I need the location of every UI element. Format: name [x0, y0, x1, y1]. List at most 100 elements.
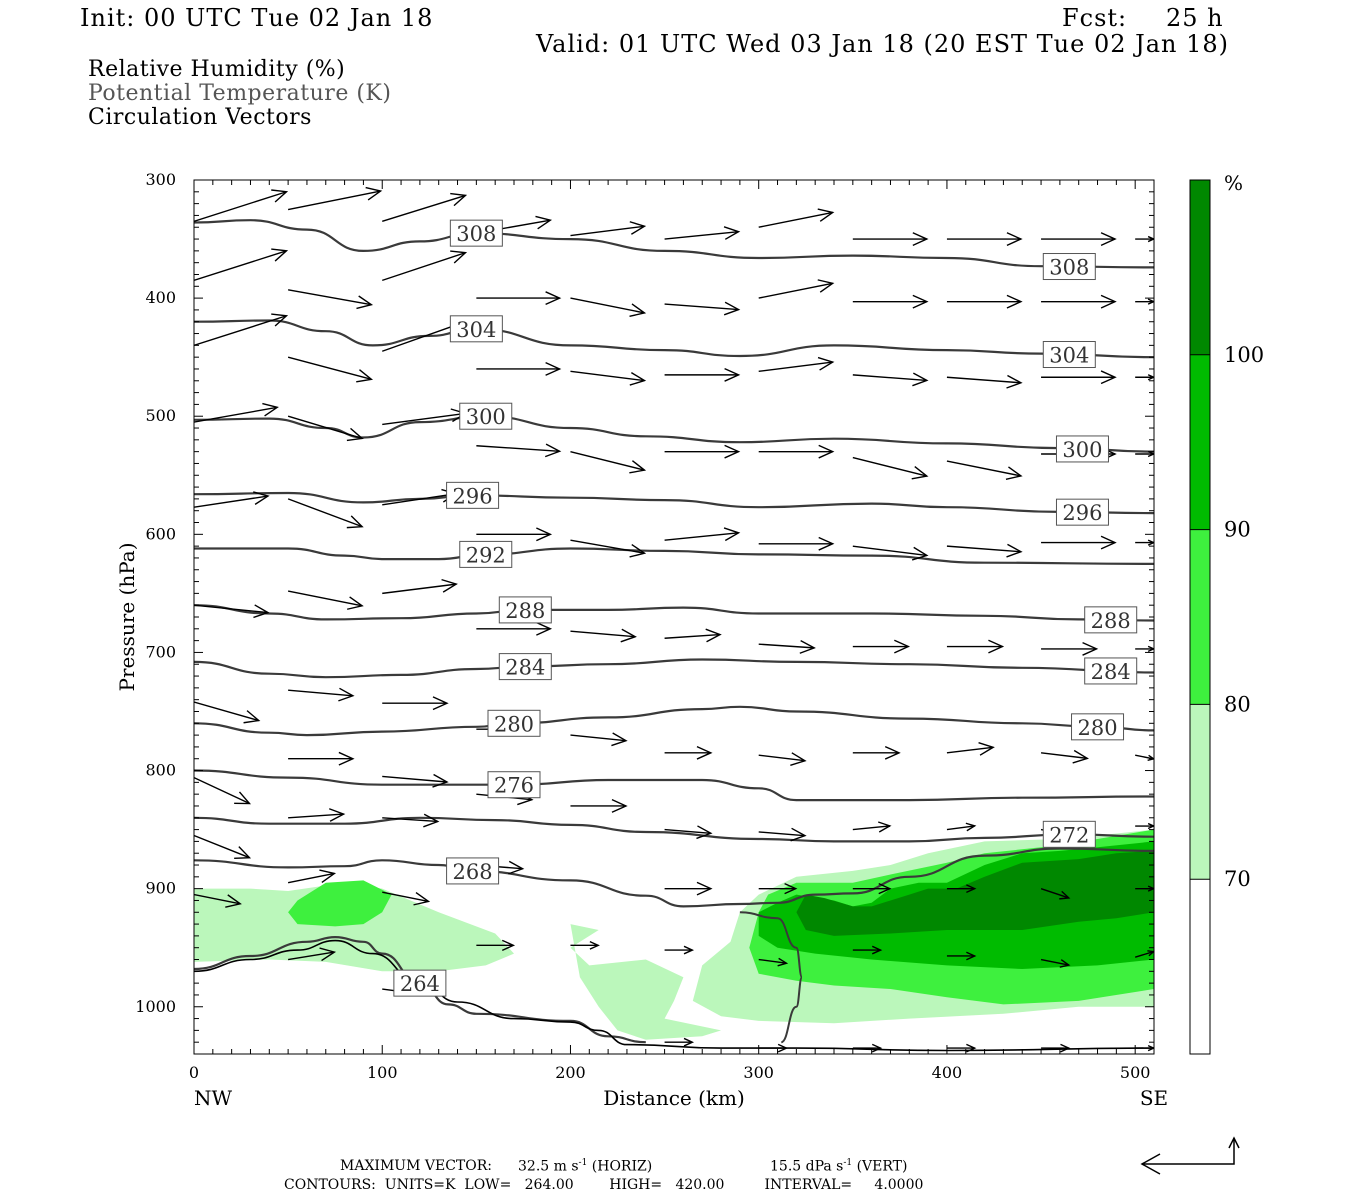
- vector-head: [319, 869, 337, 883]
- vector-head: [878, 821, 892, 833]
- circulation-vector: [194, 834, 252, 860]
- vector-head: [271, 313, 289, 327]
- contour-label-box: [487, 709, 541, 737]
- circulation-vector: [946, 951, 977, 961]
- contour-label-284: 284: [1084, 657, 1138, 685]
- circulation-vector: [664, 1037, 695, 1047]
- vector-shaft: [382, 817, 438, 823]
- vector-shaft: [1134, 950, 1154, 958]
- contour-label-280: 280: [487, 709, 541, 737]
- horiz-tag: (HORIZ): [591, 1158, 653, 1175]
- colorbar-frame: [1189, 179, 1211, 1055]
- vector-head: [413, 891, 431, 906]
- max-vector-horiz-exponent: -1: [578, 1158, 588, 1168]
- vector-shaft: [382, 891, 429, 903]
- y-tick-label: 700: [145, 642, 176, 661]
- contour-label-300: 300: [1055, 435, 1109, 463]
- contour-label-268: 268: [446, 857, 500, 885]
- vector-head: [871, 1043, 883, 1053]
- vector-shaft: [570, 370, 645, 382]
- vector-head: [1100, 294, 1117, 309]
- vector-shaft: [382, 583, 457, 595]
- circulation-vector: [288, 808, 346, 822]
- vector-shaft: [946, 545, 1021, 553]
- vector-shaft: [758, 211, 833, 228]
- circulation-vectors: [194, 186, 1154, 1053]
- theta-field-label: Potential Temperature (K): [88, 81, 392, 106]
- vector-shaft: [852, 374, 927, 382]
- circulation-vector: [382, 578, 458, 595]
- terrain-lines: [194, 911, 1154, 1052]
- circulation-vector: [570, 940, 600, 950]
- vector-shaft: [194, 406, 278, 423]
- vector-head: [423, 813, 440, 828]
- y-tick-label: 1000: [135, 997, 176, 1016]
- colorbar-level-label: 70: [1224, 867, 1251, 891]
- circulation-vector: [852, 821, 892, 833]
- vector-shaft: [946, 746, 994, 754]
- contour-label-box: [1084, 657, 1138, 685]
- vector-head: [319, 947, 337, 962]
- vector-shaft: [664, 532, 739, 541]
- forecast-hours: 25 h: [1166, 4, 1224, 32]
- circulation-vector: [288, 687, 355, 702]
- circulation-vector: [758, 536, 835, 551]
- vector-head: [545, 291, 562, 306]
- max-vector-horiz: 32.5 m s-1 (HORIZ): [518, 1158, 652, 1175]
- max-vector-vert-value: 15.5 dPa s: [770, 1158, 844, 1175]
- circulation-vector: [476, 443, 562, 458]
- vector-head: [629, 221, 647, 235]
- vector-head: [724, 444, 741, 459]
- circulation-vector: [194, 893, 242, 908]
- contour-label-304: 304: [1042, 341, 1096, 369]
- vector-shaft: [382, 251, 466, 282]
- circulation-vector: [382, 696, 449, 711]
- vector-head: [536, 621, 553, 636]
- vector-head: [884, 745, 901, 760]
- circulation-vector: [852, 372, 929, 387]
- vector-head: [784, 883, 798, 895]
- vector-head: [683, 1037, 695, 1047]
- vector-head: [1059, 890, 1071, 900]
- contour-label-text: 284: [505, 656, 545, 680]
- y-tick-label: 500: [145, 406, 176, 425]
- circulation-vector: [1135, 645, 1154, 653]
- vector-head: [450, 192, 468, 207]
- colorbar-level-label: 80: [1224, 692, 1251, 716]
- contour-label-box: [487, 771, 541, 799]
- circulation-vector: [758, 208, 835, 228]
- contour-label-box: [498, 653, 552, 681]
- contour-label-272: 272: [1042, 820, 1096, 848]
- vector-shaft: [194, 250, 287, 282]
- contour-label-308: 308: [1042, 253, 1096, 281]
- vector-head: [817, 356, 835, 371]
- max-vector-vert: 15.5 dPa s-1 (VERT): [770, 1158, 907, 1175]
- vector-head: [790, 752, 807, 766]
- vector-head: [271, 248, 289, 262]
- vector-shaft: [664, 230, 739, 240]
- circulation-vector: [1041, 294, 1117, 309]
- y-tick-label: 300: [145, 170, 176, 189]
- circulation-vector: [758, 752, 807, 766]
- vector-head: [338, 687, 355, 702]
- contour-label-box: [449, 315, 503, 343]
- circulation-vector: [758, 1043, 789, 1053]
- vector-head: [911, 465, 929, 480]
- vector-head: [432, 773, 449, 788]
- vector-shaft: [570, 225, 645, 237]
- vector-shaft: [758, 831, 806, 837]
- vector-shaft: [194, 191, 287, 223]
- contour-label-text: 280: [494, 712, 534, 736]
- vector-head: [629, 543, 647, 558]
- vertical-profile-line: [739, 911, 803, 1044]
- contour-label-text: 304: [1049, 344, 1089, 368]
- max-vector-vert-exponent: -1: [843, 1158, 853, 1168]
- colorbar-level-label: 100: [1224, 343, 1264, 367]
- vector-head: [777, 1043, 789, 1053]
- circulation-vector: [758, 827, 807, 842]
- vector-shaft: [758, 958, 787, 964]
- circulation-vector: [194, 776, 252, 805]
- vector-shaft: [194, 495, 269, 508]
- colorbar-band: [1190, 879, 1210, 1054]
- vector-shaft: [476, 445, 560, 452]
